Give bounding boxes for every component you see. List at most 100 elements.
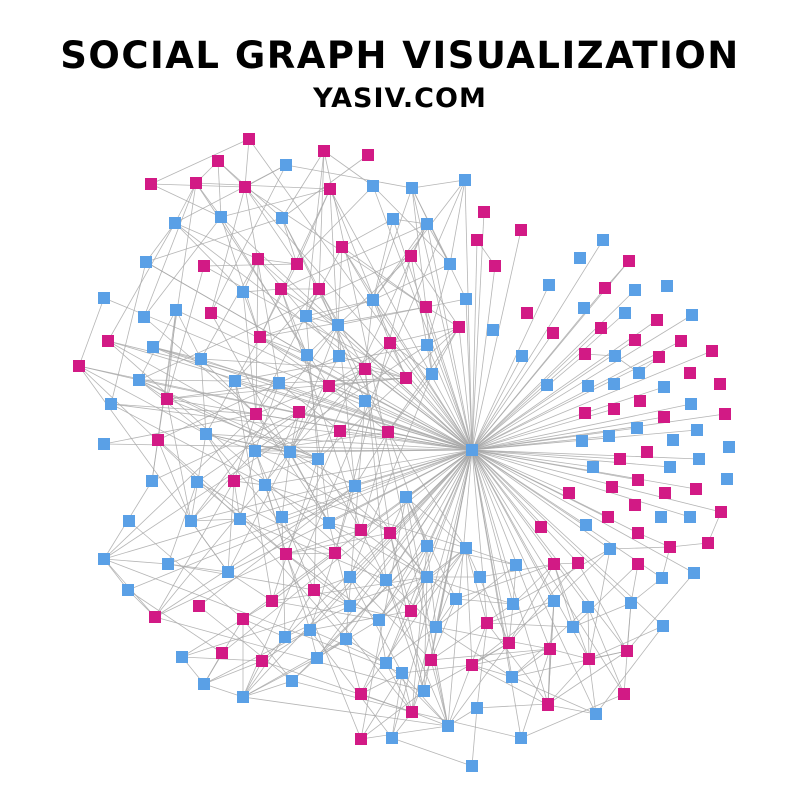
graph-node-magenta[interactable]	[579, 348, 591, 360]
graph-node-magenta[interactable]	[664, 541, 676, 553]
graph-node-magenta[interactable]	[521, 307, 533, 319]
graph-node-blue[interactable]	[234, 513, 246, 525]
graph-node-magenta[interactable]	[690, 483, 702, 495]
graph-node-blue[interactable]	[721, 473, 733, 485]
graph-node-magenta[interactable]	[198, 260, 210, 272]
graph-node-magenta[interactable]	[384, 337, 396, 349]
graph-node-hub[interactable]	[466, 444, 478, 456]
graph-node-blue[interactable]	[373, 614, 385, 626]
graph-node-magenta[interactable]	[400, 372, 412, 384]
graph-node-blue[interactable]	[516, 350, 528, 362]
graph-node-blue[interactable]	[515, 732, 527, 744]
graph-node-magenta[interactable]	[641, 446, 653, 458]
graph-node-magenta[interactable]	[355, 733, 367, 745]
graph-node-blue[interactable]	[133, 374, 145, 386]
graph-node-magenta[interactable]	[323, 380, 335, 392]
graph-node-blue[interactable]	[284, 446, 296, 458]
graph-node-magenta[interactable]	[702, 537, 714, 549]
graph-node-magenta[interactable]	[466, 659, 478, 671]
graph-node-magenta[interactable]	[478, 206, 490, 218]
graph-node-magenta[interactable]	[453, 321, 465, 333]
graph-node-blue[interactable]	[421, 571, 433, 583]
graph-node-blue[interactable]	[169, 217, 181, 229]
graph-node-magenta[interactable]	[190, 177, 202, 189]
graph-node-magenta[interactable]	[658, 411, 670, 423]
graph-node-magenta[interactable]	[102, 335, 114, 347]
graph-node-blue[interactable]	[582, 380, 594, 392]
graph-node-blue[interactable]	[191, 476, 203, 488]
graph-node-magenta[interactable]	[212, 155, 224, 167]
graph-node-magenta[interactable]	[205, 307, 217, 319]
graph-node-magenta[interactable]	[355, 524, 367, 536]
graph-node-blue[interactable]	[603, 430, 615, 442]
graph-node-blue[interactable]	[176, 651, 188, 663]
graph-node-magenta[interactable]	[250, 408, 262, 420]
graph-node-magenta[interactable]	[193, 600, 205, 612]
graph-node-blue[interactable]	[543, 279, 555, 291]
graph-node-blue[interactable]	[430, 621, 442, 633]
graph-node-blue[interactable]	[658, 381, 670, 393]
graph-node-blue[interactable]	[459, 174, 471, 186]
graph-node-blue[interactable]	[286, 675, 298, 687]
graph-node-blue[interactable]	[237, 286, 249, 298]
graph-node-magenta[interactable]	[563, 487, 575, 499]
graph-node-magenta[interactable]	[583, 653, 595, 665]
graph-node-magenta[interactable]	[384, 527, 396, 539]
graph-node-blue[interactable]	[98, 553, 110, 565]
graph-node-blue[interactable]	[548, 595, 560, 607]
graph-node-blue[interactable]	[578, 302, 590, 314]
graph-node-blue[interactable]	[301, 349, 313, 361]
graph-node-magenta[interactable]	[420, 301, 432, 313]
graph-node-magenta[interactable]	[266, 595, 278, 607]
graph-node-blue[interactable]	[657, 620, 669, 632]
graph-node-blue[interactable]	[582, 601, 594, 613]
graph-node-magenta[interactable]	[621, 645, 633, 657]
graph-node-blue[interactable]	[685, 398, 697, 410]
graph-node-blue[interactable]	[604, 543, 616, 555]
graph-node-blue[interactable]	[421, 540, 433, 552]
graph-node-magenta[interactable]	[73, 360, 85, 372]
graph-node-blue[interactable]	[279, 631, 291, 643]
graph-node-magenta[interactable]	[308, 584, 320, 596]
graph-node-blue[interactable]	[460, 542, 472, 554]
graph-node-blue[interactable]	[344, 571, 356, 583]
graph-node-blue[interactable]	[312, 453, 324, 465]
graph-node-magenta[interactable]	[489, 260, 501, 272]
graph-node-magenta[interactable]	[715, 506, 727, 518]
graph-node-blue[interactable]	[195, 353, 207, 365]
graph-node-blue[interactable]	[386, 732, 398, 744]
graph-node-magenta[interactable]	[579, 407, 591, 419]
graph-node-blue[interactable]	[259, 479, 271, 491]
graph-node-blue[interactable]	[215, 211, 227, 223]
graph-node-blue[interactable]	[460, 293, 472, 305]
graph-node-magenta[interactable]	[382, 426, 394, 438]
graph-node-magenta[interactable]	[602, 511, 614, 523]
graph-node-blue[interactable]	[421, 218, 433, 230]
graph-node-magenta[interactable]	[406, 706, 418, 718]
graph-node-magenta[interactable]	[632, 527, 644, 539]
graph-node-blue[interactable]	[222, 566, 234, 578]
graph-node-magenta[interactable]	[481, 617, 493, 629]
graph-node-blue[interactable]	[138, 311, 150, 323]
graph-node-blue[interactable]	[349, 480, 361, 492]
graph-node-blue[interactable]	[122, 584, 134, 596]
graph-node-blue[interactable]	[633, 367, 645, 379]
graph-node-magenta[interactable]	[239, 181, 251, 193]
graph-node-magenta[interactable]	[280, 548, 292, 560]
graph-node-magenta[interactable]	[535, 521, 547, 533]
graph-node-blue[interactable]	[597, 234, 609, 246]
graph-node-magenta[interactable]	[714, 378, 726, 390]
graph-node-blue[interactable]	[280, 159, 292, 171]
graph-node-blue[interactable]	[426, 368, 438, 380]
graph-node-blue[interactable]	[574, 252, 586, 264]
graph-node-blue[interactable]	[684, 511, 696, 523]
graph-node-magenta[interactable]	[355, 688, 367, 700]
graph-node-magenta[interactable]	[256, 655, 268, 667]
graph-node-blue[interactable]	[300, 310, 312, 322]
graph-node-blue[interactable]	[98, 438, 110, 450]
graph-node-blue[interactable]	[609, 350, 621, 362]
graph-node-magenta[interactable]	[653, 351, 665, 363]
graph-node-magenta[interactable]	[632, 558, 644, 570]
graph-node-blue[interactable]	[333, 350, 345, 362]
